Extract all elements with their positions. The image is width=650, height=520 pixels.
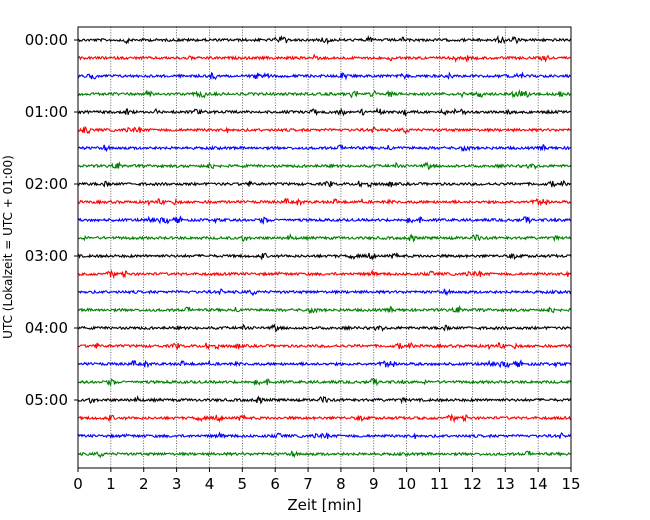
y-axis-label: UTC (Lokalzeit = UTC + 01:00) <box>1 155 15 339</box>
trace-0445 <box>77 378 572 387</box>
x-tick-label: 12 <box>463 475 482 493</box>
trace-0300 <box>77 252 572 261</box>
plot-background <box>78 27 571 468</box>
trace-0130 <box>77 143 572 153</box>
x-tick-label: 8 <box>336 475 346 493</box>
trace-0515 <box>77 413 572 424</box>
trace-0045 <box>77 88 572 99</box>
trace-0115 <box>77 125 572 135</box>
trace-0545 <box>77 450 572 459</box>
x-tick-label: 4 <box>205 475 215 493</box>
trace-0030 <box>77 71 572 81</box>
y-axis-ticks: 00:00 01:00 02:00 03:00 04:00 05:00 <box>25 31 78 409</box>
x-axis-label: Zeit [min] <box>287 496 361 514</box>
x-tick-label: 0 <box>73 475 83 493</box>
x-tick-label: 3 <box>172 475 182 493</box>
x-tick-label: 9 <box>369 475 379 493</box>
trace-0245 <box>77 233 572 243</box>
trace-0200 <box>77 179 572 189</box>
trace-0230 <box>77 215 572 225</box>
y-tick-label: 00:00 <box>25 31 68 49</box>
trace-0330 <box>77 288 572 297</box>
trace-0530 <box>77 431 572 440</box>
x-tick-label: 5 <box>238 475 248 493</box>
x-tick-label: 11 <box>430 475 449 493</box>
trace-0500 <box>77 395 572 405</box>
x-axis-ticks: 0 1 2 3 4 5 6 7 8 9 10 11 12 13 14 15 <box>73 468 581 493</box>
trace-0430 <box>77 359 572 369</box>
y-tick-label: 03:00 <box>25 247 68 265</box>
trace-0015 <box>77 53 572 63</box>
trace-0215 <box>77 197 572 207</box>
trace-0415 <box>77 341 572 351</box>
grid-lines <box>110 27 539 468</box>
x-tick-label: 6 <box>270 475 280 493</box>
x-tick-label: 14 <box>529 475 548 493</box>
trace-0315 <box>77 269 572 280</box>
x-tick-label: 2 <box>139 475 149 493</box>
trace-0400 <box>77 323 572 333</box>
y-tick-label: 04:00 <box>25 319 68 337</box>
x-tick-label: 10 <box>397 475 416 493</box>
x-tick-label: 15 <box>561 475 580 493</box>
traces <box>77 34 572 459</box>
trace-0145 <box>77 160 572 171</box>
x-tick-label: 7 <box>303 475 313 493</box>
y-tick-label: 05:00 <box>25 391 68 409</box>
y-tick-label: 02:00 <box>25 175 68 193</box>
y-tick-label: 01:00 <box>25 103 68 121</box>
trace-0345 <box>77 304 572 314</box>
plot-frame <box>77 26 572 469</box>
trace-0000 <box>77 34 572 46</box>
trace-0100 <box>77 107 572 117</box>
x-tick-label: 1 <box>106 475 116 493</box>
x-tick-label: 13 <box>496 475 515 493</box>
